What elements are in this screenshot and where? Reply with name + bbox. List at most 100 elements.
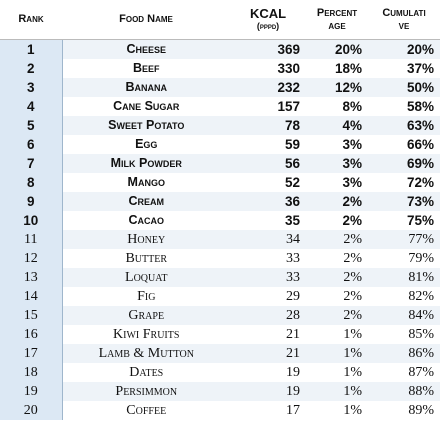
table-row: 14 Fig 29 2% 82%: [0, 287, 440, 306]
table-row: 5 Sweet Potato 78 4% 63%: [0, 116, 440, 135]
table-cell: 19: [230, 382, 306, 401]
header-row: Rank Food Name KCAL (pppd) Percent age Cumulat…: [0, 0, 440, 40]
table-cell: 86%: [368, 344, 440, 363]
table-cell: Beef: [132, 61, 160, 75]
table-cell: 66%: [406, 137, 434, 152]
table-row: 16 Kiwi Fruits 21 1% 85%: [0, 325, 440, 344]
table-row: 3 Banana 232 12% 50%: [0, 78, 440, 97]
table-cell: 1%: [343, 365, 362, 380]
table-cell: Lamb & Mutton: [62, 344, 230, 363]
table-cell: 69%: [368, 154, 440, 173]
table-cell: 3%: [306, 154, 368, 173]
table-cell: Dates: [129, 365, 164, 380]
table-cell: 157: [277, 99, 300, 114]
table-row: 2 Beef 330 18% 37%: [0, 59, 440, 78]
table-cell: 12: [0, 249, 63, 268]
table-cell: 232: [230, 78, 306, 97]
table-cell: 1%: [306, 382, 368, 401]
table-cell: Loquat: [62, 268, 230, 287]
table-row: 13 Loquat 33 2% 81%: [0, 268, 440, 287]
table-row: 7 Milk Powder 56 3% 69%: [0, 154, 440, 173]
table-cell: 3%: [342, 175, 362, 190]
table-cell: 5: [0, 116, 63, 135]
table-row: 19 Persimmon 19 1% 88%: [0, 382, 440, 401]
table-cell: 1%: [343, 403, 362, 418]
table-cell: Cream: [62, 192, 230, 211]
table-cell: 10: [0, 211, 63, 230]
table-cell: 34: [230, 230, 306, 249]
table-cell: 87%: [408, 365, 434, 380]
table-cell: 50%: [368, 78, 440, 97]
table-cell: 2%: [343, 251, 362, 266]
table-cell: 89%: [408, 403, 434, 418]
table-cell: 81%: [368, 268, 440, 287]
table-cell: 21: [286, 327, 300, 342]
table-row: 12 Butter 33 2% 79%: [0, 249, 440, 268]
table-cell: 63%: [368, 116, 440, 135]
table-cell: 2%: [306, 230, 368, 249]
table-cell: Sweet Potato: [62, 116, 230, 135]
table-row: 18 Dates 19 1% 87%: [0, 363, 440, 382]
table-cell: 75%: [406, 213, 434, 228]
table-cell: 13: [0, 268, 63, 287]
table-cell: 4: [0, 97, 63, 116]
table-cell: 3%: [342, 137, 362, 152]
table-cell: 58%: [406, 99, 434, 114]
table-row: 15 Grape 28 2% 84%: [0, 306, 440, 325]
table-cell: 3: [0, 78, 63, 97]
table-row: 20 Coffee 17 1% 89%: [0, 401, 440, 420]
header-text: Food Name: [119, 13, 173, 25]
table-cell: Coffee: [126, 403, 167, 418]
header-text: Percent: [316, 6, 358, 19]
table-row: 11 Honey 34 2% 77%: [0, 230, 440, 249]
header-cell: Food Name: [62, 0, 230, 40]
table-cell: 56: [230, 154, 306, 173]
table-cell: 79%: [408, 251, 434, 266]
header-text: KCAL: [249, 5, 287, 21]
table-row: 8 Mango 52 3% 72%: [0, 173, 440, 192]
table-cell: Cacao: [128, 213, 165, 227]
table-cell: Fig: [137, 289, 156, 304]
table-cell: 4%: [306, 116, 368, 135]
header-cell: Cumulati ve: [368, 0, 440, 40]
table-cell: 2: [0, 59, 63, 78]
table-cell: 52: [284, 175, 300, 190]
table-cell: 2%: [306, 192, 368, 211]
table-cell: 8%: [342, 99, 362, 114]
table-cell: 20%: [306, 39, 368, 59]
header-text: (pppd): [256, 20, 280, 31]
table-cell: 37%: [406, 61, 434, 76]
table-cell: 59: [284, 137, 300, 152]
table-cell: 72%: [406, 175, 434, 190]
table-cell: Honey: [62, 230, 230, 249]
table-cell: 17: [0, 344, 63, 363]
table-cell: 29: [286, 289, 300, 304]
table-cell: 33: [230, 268, 306, 287]
table-cell: 14: [0, 287, 63, 306]
table-cell: Persimmon: [62, 382, 230, 401]
table-cell: 12%: [306, 78, 368, 97]
table-cell: 19: [0, 382, 63, 401]
table-cell: Kiwi Fruits: [113, 327, 180, 342]
table-cell: 15: [0, 306, 63, 325]
table-cell: 21: [230, 344, 306, 363]
table-cell: 1: [0, 39, 63, 59]
header-text: Cumulati: [382, 6, 426, 19]
table-cell: 33: [286, 251, 300, 266]
table-cell: 17: [286, 403, 300, 418]
table-cell: 19: [286, 365, 300, 380]
header-cell: KCAL (pppd): [230, 0, 306, 40]
table-cell: 20%: [368, 39, 440, 59]
table-cell: 7: [0, 154, 63, 173]
table-row: 10 Cacao 35 2% 75%: [0, 211, 440, 230]
table-cell: 18%: [334, 61, 362, 76]
table-cell: 16: [0, 325, 63, 344]
table-cell: 2%: [343, 289, 362, 304]
table-row: 1 Cheese 369 20% 20%: [0, 39, 440, 59]
table-cell: 88%: [368, 382, 440, 401]
table-cell: 36: [230, 192, 306, 211]
table-cell: 1%: [306, 344, 368, 363]
header-cell: Percent age: [306, 0, 368, 40]
table-cell: 9: [0, 192, 63, 211]
table-cell: Banana: [62, 78, 230, 97]
